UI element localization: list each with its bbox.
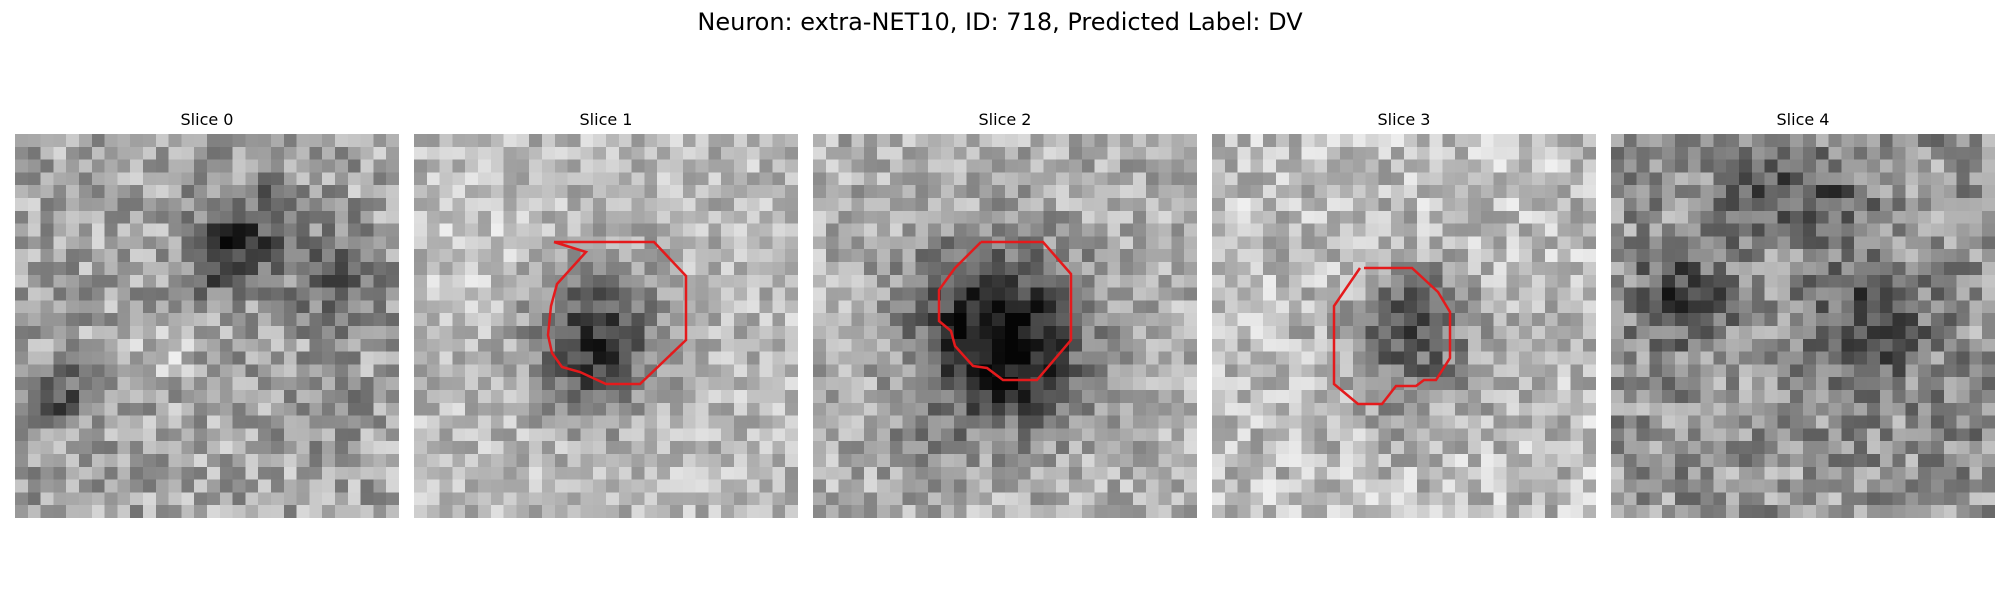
- slice-title: Slice 1: [579, 110, 633, 129]
- slice-panel-1: Slice 1: [414, 108, 798, 520]
- slice-panel-3: Slice 3: [1212, 108, 1596, 520]
- grayscale-heatmap: [813, 134, 1197, 518]
- roi-outline: [937, 240, 1073, 382]
- grayscale-heatmap: [414, 134, 798, 518]
- grayscale-heatmap: [15, 134, 399, 518]
- slice-title: Slice 3: [1377, 110, 1431, 129]
- roi-outline-layer: [546, 240, 688, 386]
- slice-title: Slice 2: [978, 110, 1032, 129]
- grayscale-heatmap: [1212, 134, 1596, 518]
- grayscale-heatmap: [1611, 134, 1995, 518]
- slice-image: [15, 134, 399, 518]
- roi-outline: [1332, 266, 1452, 406]
- roi-outline: [546, 240, 688, 386]
- slice-image: [813, 134, 1197, 518]
- slice-image: [414, 134, 798, 518]
- figure-title: Neuron: extra-NET10, ID: 718, Predicted …: [697, 8, 1303, 36]
- slice-title: Slice 0: [180, 110, 234, 129]
- roi-outline-layer: [1332, 266, 1452, 406]
- slice-panel-0: Slice 0: [15, 108, 399, 520]
- slice-image: [1611, 134, 1995, 518]
- slice-title: Slice 4: [1776, 110, 1830, 129]
- slice-image: [1212, 134, 1596, 518]
- slice-panel-2: Slice 2: [813, 108, 1197, 520]
- roi-outline-layer: [937, 240, 1073, 382]
- slice-panel-4: Slice 4: [1611, 108, 1995, 520]
